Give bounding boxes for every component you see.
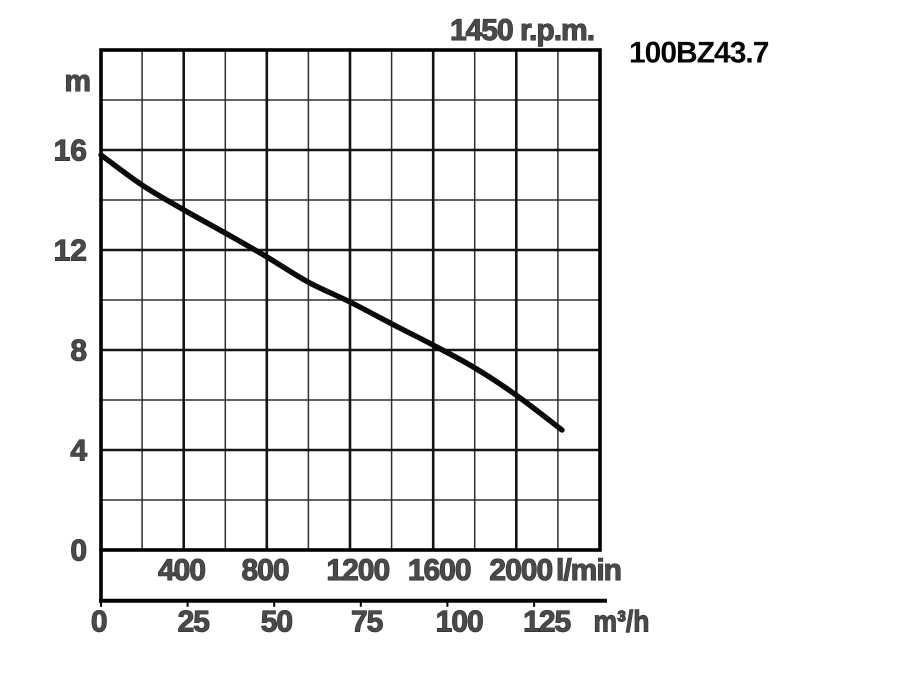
svg-text:m³/h: m³/h [594,606,650,639]
svg-text:50: 50 [261,606,293,639]
svg-text:1450 r.p.m.: 1450 r.p.m. [450,14,594,47]
svg-text:0: 0 [70,535,87,568]
svg-text:400: 400 [158,554,205,587]
svg-text:125: 125 [523,606,570,639]
svg-text:l/min: l/min [556,554,621,587]
svg-text:25: 25 [178,606,210,639]
svg-text:100BZ43.7: 100BZ43.7 [629,37,769,70]
svg-text:2000: 2000 [489,554,552,587]
svg-text:800: 800 [241,554,288,587]
svg-text:75: 75 [351,606,383,639]
svg-text:100: 100 [436,606,483,639]
svg-text:12: 12 [54,235,87,268]
svg-text:1600: 1600 [408,554,471,587]
svg-text:m: m [64,65,91,98]
svg-text:16: 16 [54,135,87,168]
svg-text:0: 0 [91,606,107,639]
svg-text:1200: 1200 [326,554,389,587]
svg-text:8: 8 [70,335,87,368]
svg-text:4: 4 [70,435,87,468]
